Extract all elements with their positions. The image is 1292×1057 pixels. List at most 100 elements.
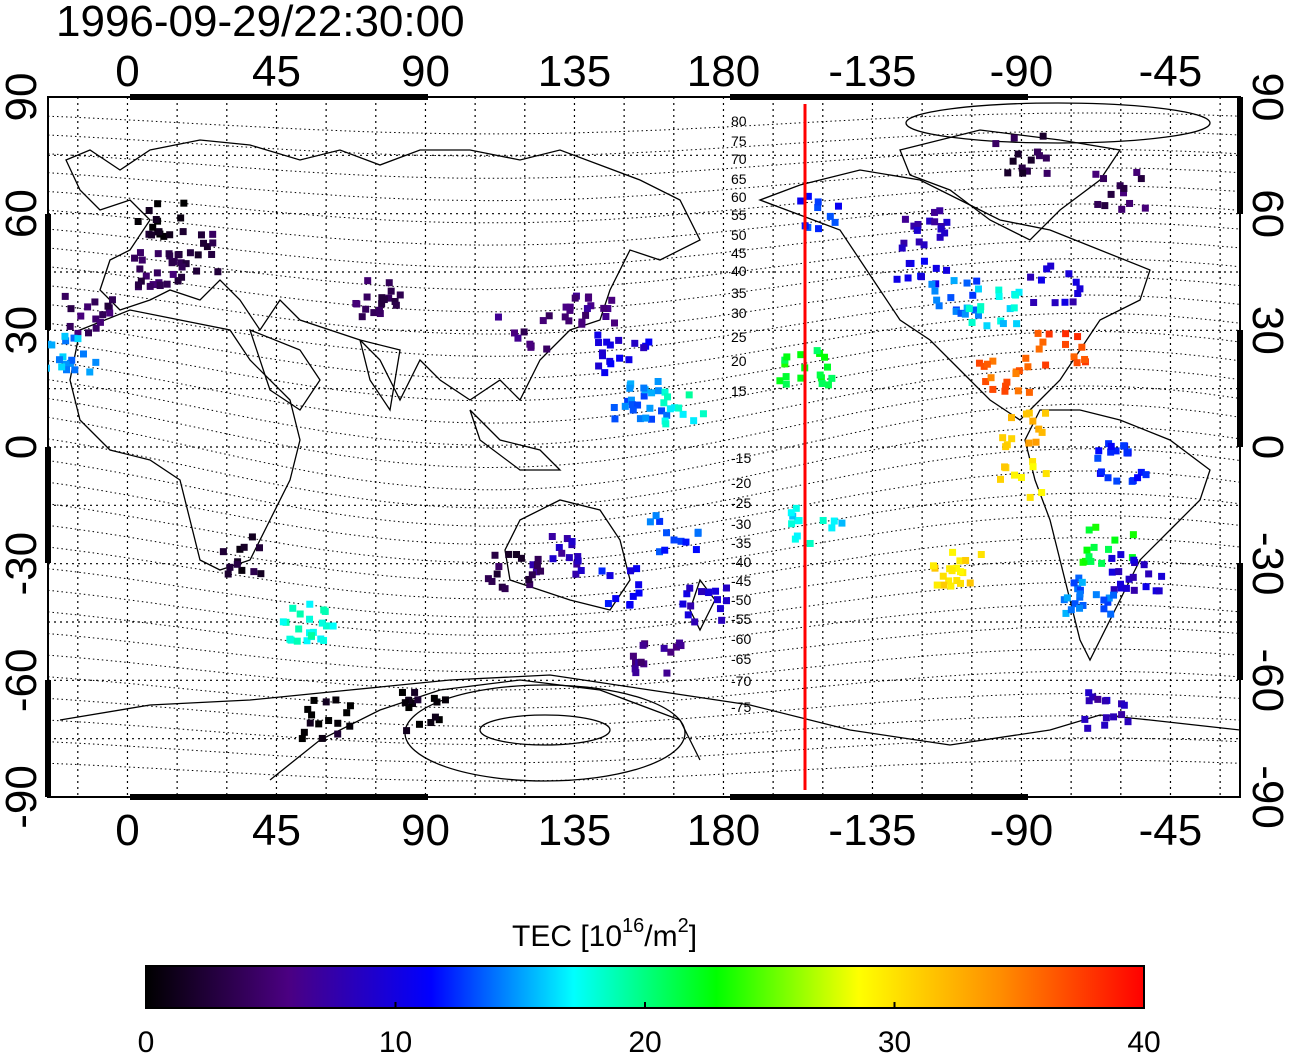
tec-pixel: [666, 405, 674, 413]
tec-pixel: [716, 605, 724, 613]
bottom-lon-tick-label: 45: [252, 806, 301, 855]
tec-pixel: [401, 699, 409, 707]
tec-pixel: [488, 577, 496, 585]
tec-pixel: [1085, 689, 1093, 697]
tec-pixel: [1001, 463, 1009, 471]
magnetic-latitude-label: -55: [731, 611, 751, 627]
tec-pixel: [977, 550, 985, 558]
tec-pixel: [698, 588, 706, 596]
tec-pixel: [308, 711, 316, 719]
tec-pixel: [676, 639, 684, 647]
tec-pixel: [639, 641, 647, 649]
tec-pixel: [610, 403, 618, 411]
tec-pixel: [1141, 204, 1149, 212]
tec-pixel: [915, 238, 923, 246]
tec-pixel: [1120, 184, 1128, 192]
tec-pixel: [537, 567, 545, 575]
left-lat-tick-label: 30: [0, 306, 46, 355]
tec-pixel: [624, 397, 632, 405]
tec-pixel: [293, 637, 301, 645]
tec-pixel: [600, 304, 608, 312]
tec-pixel: [320, 636, 328, 644]
tec-pixel: [816, 371, 824, 379]
right-lat-tick-label: -60: [1243, 649, 1292, 713]
tec-pixel: [1145, 570, 1153, 578]
tec-pixel: [1092, 591, 1100, 599]
tec-pixel: [966, 579, 974, 587]
magnetic-latitude-label: -60: [731, 631, 751, 647]
tec-pixel: [156, 281, 164, 289]
tec-pixel: [598, 567, 606, 575]
tec-pixel: [917, 273, 925, 281]
magnetic-latitude-contour: [48, 258, 1240, 313]
top-lon-tick-label: 90: [401, 47, 450, 96]
tec-pixel: [430, 694, 438, 702]
tec-pixel: [494, 313, 502, 321]
tec-pixel: [920, 257, 928, 265]
tec-pixel: [415, 720, 423, 728]
tec-pixel: [1117, 584, 1125, 592]
tec-pixel: [606, 572, 614, 580]
tec-pixel: [687, 602, 695, 610]
tec-pixel: [821, 353, 829, 361]
tec-pixel: [1024, 363, 1032, 371]
tec-pixel: [332, 696, 340, 704]
tec-pixel: [987, 374, 995, 382]
tec-pixel: [910, 222, 918, 230]
tec-pixel: [1113, 477, 1121, 485]
tec-pixel: [146, 282, 154, 290]
tec-pixel: [1019, 169, 1027, 177]
tec-pixel: [1118, 711, 1126, 719]
tec-pixel: [165, 250, 173, 258]
tec-pixel: [501, 585, 509, 593]
tec-pixel: [584, 294, 592, 302]
right-lat-tick-label: 0: [1243, 435, 1292, 459]
top-longitude-ticks: 0 45 90 135 180 -135 -90 -45: [115, 47, 1202, 96]
tec-pixel: [1042, 409, 1050, 417]
tec-pixel: [1008, 435, 1016, 443]
magnetic-latitude-label: 80: [731, 113, 747, 129]
magnetic-latitude-labels: 80 75 70 65 60 55 50 45 40 35 30 25 20 15 -15 -20 -25 -30…: [731, 113, 751, 715]
tec-pixel: [582, 311, 590, 319]
tec-pixel: [1129, 531, 1137, 539]
tec-pixel: [1067, 606, 1075, 614]
tec-pixel: [543, 345, 551, 353]
tec-pixel: [1071, 600, 1079, 608]
magnetic-latitude-label: 70: [731, 151, 747, 167]
magnetic-latitude-contour: [48, 148, 1240, 179]
tec-pixel: [1038, 489, 1046, 497]
magnetic-latitude-label: -15: [731, 450, 751, 466]
tec-pixel: [431, 713, 439, 721]
tec-pixel: [1095, 447, 1103, 455]
tec-pixel: [629, 652, 637, 660]
tec-pixel: [1075, 574, 1083, 582]
tec-pixel: [640, 384, 648, 392]
tec-pixel: [648, 415, 656, 423]
tec-pixel: [968, 318, 976, 326]
tec-pixel: [939, 572, 947, 580]
tec-pixel: [658, 407, 666, 415]
tec-pixel: [304, 705, 312, 713]
tec-pixel: [61, 292, 69, 300]
tec-pixel: [1027, 156, 1035, 164]
tec-pixel: [92, 324, 100, 332]
tec-pixel: [824, 363, 832, 371]
tec-pixel: [92, 315, 100, 323]
tec-pixel: [346, 702, 354, 710]
tec-pixel: [953, 577, 961, 585]
tec-pixel: [298, 735, 306, 743]
tec-pixel: [1101, 202, 1109, 210]
tec-pixel: [142, 272, 150, 280]
magnetic-latitude-label: -65: [731, 651, 751, 667]
tec-pixel: [166, 231, 174, 239]
tec-pixel: [933, 581, 941, 589]
tec-pixel: [1012, 370, 1020, 378]
colorbar-tick-label: 20: [628, 1026, 661, 1057]
tec-pixel: [1076, 285, 1084, 293]
tec-pixel: [62, 337, 70, 345]
bottom-lon-tick-label: 135: [538, 806, 611, 855]
magnetic-latitude-label: 45: [731, 245, 747, 261]
tec-pixel: [1084, 724, 1092, 732]
tec-pixel: [414, 696, 422, 704]
tec-pixel: [163, 280, 171, 288]
